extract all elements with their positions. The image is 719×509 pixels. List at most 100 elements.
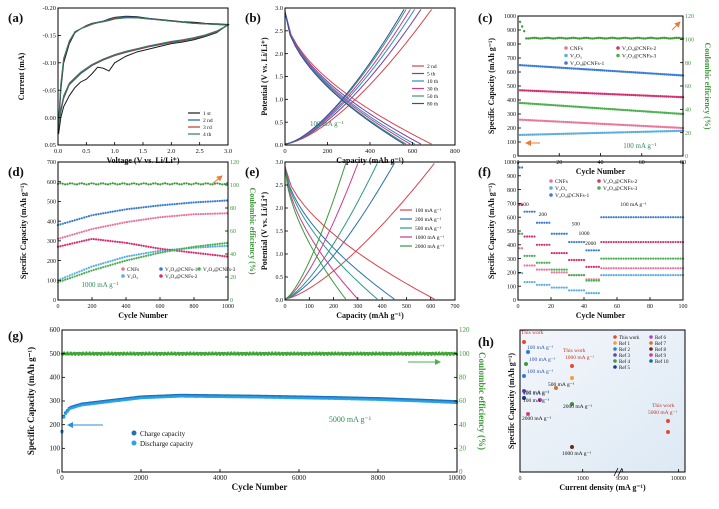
capacity-point xyxy=(527,133,530,136)
capacity-point xyxy=(563,232,566,235)
capacity-point xyxy=(539,103,542,106)
legend-swatch xyxy=(649,359,653,363)
capacity-point xyxy=(621,108,625,112)
capacity-point xyxy=(570,105,573,108)
capacity-point xyxy=(529,64,532,67)
efficiency-point xyxy=(135,182,138,186)
capacity-point xyxy=(106,224,110,227)
efficiency-point xyxy=(221,183,224,186)
capacity-point xyxy=(582,258,586,262)
capacity-point xyxy=(206,212,210,215)
efficiency-point xyxy=(632,37,635,40)
capacity-point xyxy=(624,70,627,74)
efficiency-point xyxy=(133,182,136,185)
capacity-point xyxy=(518,63,522,67)
y2-tick-label: 40 xyxy=(459,421,467,429)
efficiency-point xyxy=(560,36,563,40)
capacity-point xyxy=(520,64,524,67)
capacity-point xyxy=(147,251,150,254)
discharge-curve xyxy=(284,166,359,300)
capacity-point xyxy=(636,94,639,97)
capacity-point xyxy=(533,235,536,238)
efficiency-point xyxy=(601,37,604,40)
capacity-point xyxy=(600,257,603,260)
capacity-point xyxy=(611,93,615,96)
capacity-point xyxy=(563,271,566,274)
x-tick-label: 6000 xyxy=(292,474,307,482)
capacity-point xyxy=(560,286,563,289)
capacity-point xyxy=(624,123,627,127)
plot-frame xyxy=(517,161,684,301)
capacity-point xyxy=(78,231,81,234)
capacity-point xyxy=(199,200,202,204)
rate-annotation: 5000 mA g⁻¹ xyxy=(329,415,372,424)
comparison-annotation: This work xyxy=(652,403,675,409)
capacity-point xyxy=(527,102,530,105)
capacity-point xyxy=(654,72,658,75)
x-tick-label: 80 xyxy=(647,304,653,310)
capacity-point xyxy=(125,208,129,211)
capacity-point xyxy=(90,237,93,241)
capacity-point xyxy=(555,132,559,136)
capacity-point xyxy=(588,106,592,109)
capacity-point xyxy=(652,94,656,98)
capacity-point xyxy=(525,102,528,105)
capacity-point xyxy=(130,207,133,210)
capacity-point xyxy=(543,103,547,106)
capacity-point xyxy=(654,216,657,219)
capacity-point xyxy=(615,216,618,219)
capacity-point xyxy=(59,223,62,226)
y-tick-label: 1.5 xyxy=(276,229,284,235)
efficiency-point xyxy=(109,182,112,185)
capacity-point xyxy=(565,268,568,271)
comparison-annotation: This work xyxy=(563,348,586,354)
capacity-point xyxy=(555,90,559,94)
capacity-point xyxy=(137,206,141,209)
capacity-point xyxy=(652,216,655,219)
panel-label: (f) xyxy=(478,164,491,179)
legend-entry: Ref 10 xyxy=(655,360,669,365)
capacity-point xyxy=(592,249,596,252)
capacity-point xyxy=(525,64,528,67)
capacity-point xyxy=(648,72,652,75)
capacity-point xyxy=(558,120,561,123)
capacity-point xyxy=(649,257,652,260)
efficiency-point xyxy=(673,36,676,40)
capacity-point xyxy=(677,95,681,99)
capacity-point xyxy=(587,249,591,252)
efficiency-point xyxy=(106,183,110,186)
capacity-point xyxy=(644,216,647,219)
capacity-point xyxy=(613,93,617,96)
capacity-point xyxy=(659,125,662,129)
y-tick-label: 600 xyxy=(507,70,516,76)
y-tick-label: 500 xyxy=(507,229,516,235)
capacity-point xyxy=(528,280,531,284)
capacity-point xyxy=(531,89,534,93)
capacity-point xyxy=(590,265,593,268)
charge-curve xyxy=(284,163,395,300)
capacity-point xyxy=(585,249,588,252)
capacity-point xyxy=(599,131,602,135)
capacity-point xyxy=(626,93,629,97)
capacity-point xyxy=(545,103,549,106)
capacity-point xyxy=(605,257,608,260)
efficiency-point xyxy=(125,183,129,186)
capacity-point xyxy=(223,242,226,245)
capacity-point xyxy=(555,286,558,289)
capacity-point xyxy=(582,132,586,135)
x-axis-label: Current density (mA g⁻¹) xyxy=(559,483,646,492)
legend-swatch xyxy=(613,335,617,339)
panel-label: (c) xyxy=(478,10,492,25)
capacity-point xyxy=(97,267,100,270)
capacity-point xyxy=(585,265,588,268)
capacity-point xyxy=(613,69,617,73)
legend-entry: 30 th xyxy=(427,87,438,93)
capacity-point xyxy=(580,258,583,262)
panel-c: 0 20 40 60 800100200300400500600700800900100… xyxy=(478,10,712,176)
capacity-point xyxy=(599,92,602,95)
x-tick-label: 1.0 xyxy=(111,148,119,155)
capacity-point xyxy=(530,280,534,284)
y-tick-label: 200 xyxy=(507,126,516,132)
capacity-point xyxy=(595,292,598,295)
capacity-point xyxy=(628,70,631,74)
